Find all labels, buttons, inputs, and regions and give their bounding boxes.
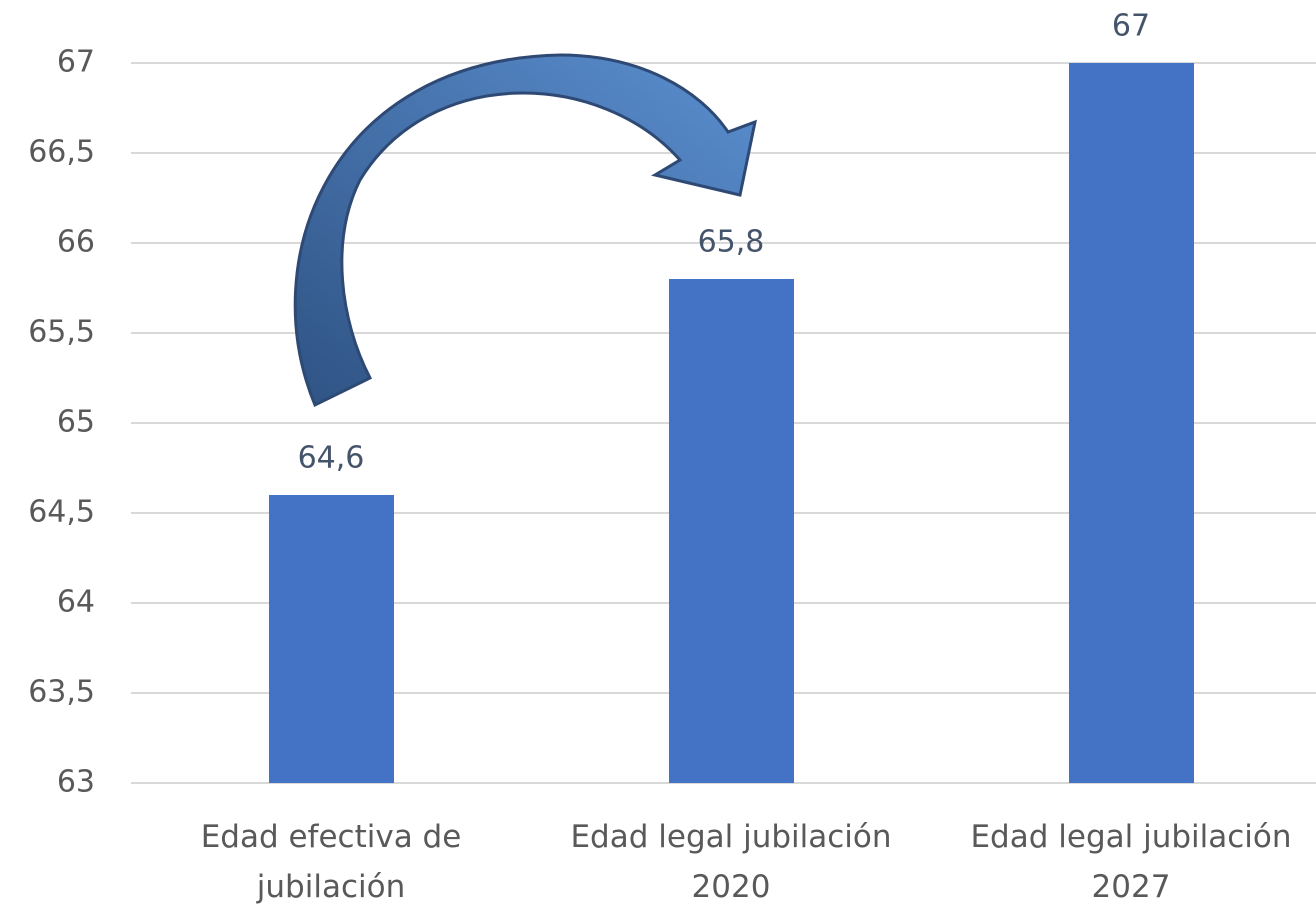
data-label: 64,6 (298, 441, 365, 476)
data-label: 67 (1112, 9, 1150, 44)
x-tick-label: Edad efectiva de jubilación (200, 819, 462, 905)
y-tick-label: 67 (57, 45, 95, 80)
x-tick-label: Edad legal jubilación 2020 (570, 819, 892, 905)
y-tick-label: 66 (57, 225, 95, 260)
bar (669, 279, 794, 783)
y-tick-label: 64,5 (28, 495, 95, 530)
y-tick-label: 65,5 (28, 315, 95, 350)
y-tick-label: 66,5 (28, 135, 95, 170)
data-label: 65,8 (698, 225, 765, 260)
y-tick-label: 63,5 (28, 675, 95, 710)
curved-arrow (293, 53, 758, 408)
bar (269, 495, 394, 783)
bar (1069, 63, 1194, 783)
y-tick-label: 63 (57, 765, 95, 800)
x-tick-label: Edad legal jubilación 2027 (970, 819, 1292, 905)
y-tick-label: 65 (57, 405, 95, 440)
y-tick-label: 64 (57, 585, 95, 620)
